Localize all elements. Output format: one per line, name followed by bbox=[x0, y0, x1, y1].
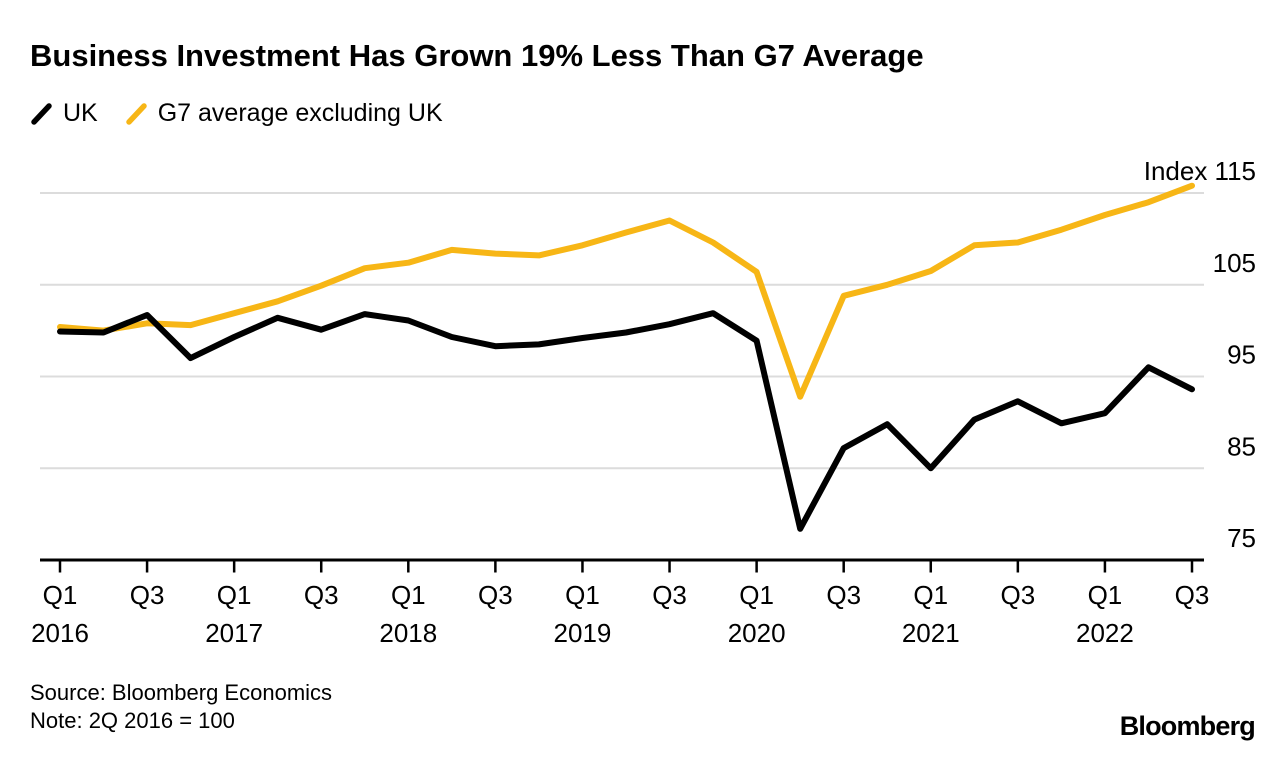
x-tick-label: Q3 bbox=[1175, 580, 1210, 610]
year-label: 2016 bbox=[31, 618, 89, 648]
y-axis-label: 85 bbox=[1227, 431, 1256, 461]
x-tick-label: Q1 bbox=[1088, 580, 1123, 610]
legend-label-uk: UK bbox=[63, 99, 98, 127]
uk-line bbox=[57, 310, 1195, 532]
uk-line-swatch-icon bbox=[31, 102, 52, 125]
legend-item-uk: UK bbox=[30, 99, 98, 128]
chart-title: Business Investment Has Grown 19% Less T… bbox=[30, 38, 924, 73]
legend-label-g7: G7 average excluding UK bbox=[157, 99, 443, 127]
x-tick-label: Q3 bbox=[304, 580, 339, 610]
year-label: 2020 bbox=[728, 618, 786, 648]
g7-line-swatch-icon bbox=[125, 102, 147, 125]
year-label: 2017 bbox=[205, 618, 263, 648]
y-axis-label: 95 bbox=[1227, 340, 1256, 370]
x-tick-label: Q3 bbox=[478, 580, 513, 610]
x-tick-label: Q1 bbox=[217, 580, 252, 610]
y-axis-label: 105 bbox=[1213, 248, 1256, 278]
bloomberg-logo: Bloomberg bbox=[1119, 711, 1256, 741]
year-label: 2021 bbox=[902, 618, 960, 648]
x-tick-label: Q3 bbox=[826, 580, 861, 610]
footer-notes: Source: Bloomberg Economics Note: 2Q 201… bbox=[30, 679, 332, 735]
x-tick-label: Q1 bbox=[739, 580, 774, 610]
y-axis-label: 75 bbox=[1227, 523, 1256, 553]
x-tick-label: Q1 bbox=[391, 580, 426, 610]
source-text: Source: Bloomberg Economics bbox=[30, 680, 333, 705]
note-text: Note: 2Q 2016 = 100 bbox=[30, 708, 235, 733]
legend-item-g7: G7 average excluding UK bbox=[125, 99, 443, 128]
chart-legend: UK G7 average excluding UK bbox=[30, 99, 443, 128]
y-axis-label: Index 115 bbox=[1144, 156, 1256, 186]
g7-line bbox=[57, 182, 1195, 400]
year-label: 2018 bbox=[379, 618, 437, 648]
year-label: 2022 bbox=[1076, 618, 1134, 648]
year-label: 2019 bbox=[554, 618, 612, 648]
x-tick-label: Q3 bbox=[652, 580, 687, 610]
x-tick-label: Q3 bbox=[1001, 580, 1036, 610]
x-tick-label: Q1 bbox=[913, 580, 948, 610]
x-tick-label: Q1 bbox=[43, 580, 78, 610]
x-tick-label: Q3 bbox=[130, 580, 165, 610]
x-tick-label: Q1 bbox=[565, 580, 600, 610]
